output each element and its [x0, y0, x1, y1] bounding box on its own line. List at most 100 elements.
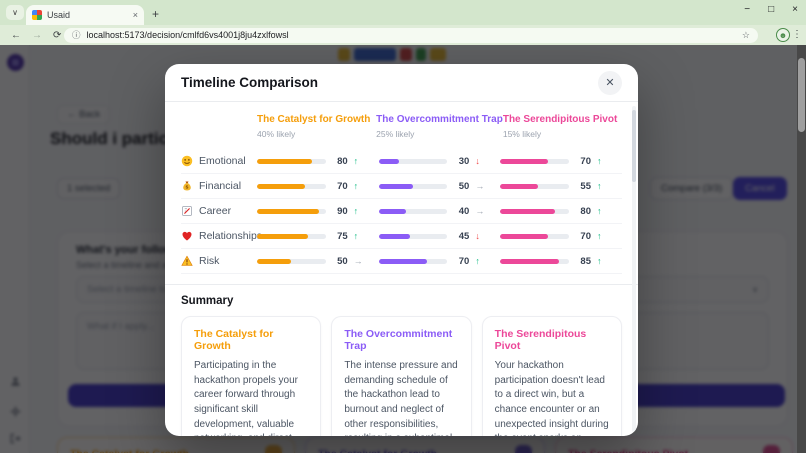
- summary-card-body: The intense pressure and demanding sched…: [344, 360, 458, 436]
- bar-fill: [500, 158, 549, 164]
- window-controls: − □ ×: [744, 4, 798, 15]
- metric-value: 80: [337, 155, 348, 167]
- bar-fill: [378, 233, 410, 239]
- bar-fill: [378, 158, 400, 164]
- trend-arrow-icon: ↑: [596, 256, 602, 266]
- metric-label: $ Financial: [181, 180, 257, 192]
- summary-card-title: The Overcommitment Trap: [344, 328, 453, 352]
- tab-close-icon[interactable]: ×: [132, 10, 138, 20]
- summary-cards: The Catalyst for Growth Participating in…: [181, 316, 622, 436]
- trend-arrow-icon: ↑: [596, 231, 602, 241]
- site-info-icon[interactable]: ⓘ: [72, 30, 81, 40]
- bar-track: [378, 258, 448, 264]
- page-scrollbar: [797, 45, 806, 453]
- bar-fill: [500, 258, 559, 264]
- svg-text:$: $: [186, 185, 189, 191]
- bar-track: [257, 158, 326, 164]
- trend-arrow-icon: ↑: [353, 206, 359, 216]
- metric-label-text: Relationships: [199, 230, 263, 242]
- metric-cell: 80 ↑: [500, 206, 622, 217]
- bookmark-star-icon[interactable]: ☆: [741, 29, 750, 40]
- modal-title: Timeline Comparison: [181, 75, 319, 90]
- smiley-icon: [181, 155, 193, 167]
- metric-row-career: Career 90 ↑ 40 → 80 ↑: [181, 199, 622, 224]
- bar-track: [500, 258, 569, 264]
- forward-icon[interactable]: →: [32, 29, 42, 41]
- trend-arrow-icon: ↓: [475, 231, 480, 241]
- page-scrollbar-thumb[interactable]: [798, 58, 805, 132]
- new-tab-button[interactable]: +: [152, 7, 160, 21]
- bar-track: [500, 208, 569, 214]
- summary-heading: Summary: [181, 295, 234, 307]
- trend-arrow-icon: ↑: [596, 206, 602, 216]
- minimize-icon[interactable]: −: [744, 4, 751, 15]
- tab-search-chevron-icon[interactable]: ∨: [6, 5, 24, 20]
- column-title: The Overcommitment Trap: [376, 114, 503, 125]
- trend-arrow-icon: ↑: [353, 156, 359, 166]
- bar-fill: [257, 233, 309, 239]
- column-likelihood: 40% likely: [257, 129, 296, 139]
- bar-track: [378, 208, 448, 214]
- summary-card-title: The Catalyst for Growth: [194, 328, 274, 352]
- metric-label: Career: [181, 205, 257, 217]
- timeline-comparison-modal: Timeline Comparison ✕ The Catalyst for G…: [165, 64, 638, 436]
- metric-label: Risk: [181, 255, 257, 267]
- address-bar[interactable]: ⓘ localhost:5173/decision/cmlfd6vs4001j8…: [64, 27, 758, 43]
- bar-track: [257, 183, 326, 189]
- tab-title: Usaid: [47, 10, 71, 20]
- bar-fill: [500, 208, 556, 214]
- modal-scrollbar: [632, 106, 636, 432]
- metric-value: 45: [458, 230, 470, 242]
- back-icon[interactable]: ←: [11, 29, 21, 41]
- metric-label-text: Risk: [199, 255, 220, 267]
- metric-cell: 50 →: [257, 256, 379, 267]
- metric-label-text: Career: [199, 205, 232, 217]
- url-text: localhost:5173/decision/cmlfd6vs4001j8ju…: [86, 30, 289, 40]
- bar-fill: [257, 183, 306, 189]
- metric-cell: 70 ↑: [257, 181, 379, 192]
- metric-cell: 90 ↑: [257, 206, 379, 217]
- bar-track: [257, 258, 326, 264]
- metric-value: 40: [458, 205, 470, 217]
- bar-fill: [500, 183, 539, 189]
- metric-value: 50: [458, 180, 470, 192]
- modal-scrollbar-thumb[interactable]: [632, 110, 636, 182]
- column-header-catalyst: The Catalyst for Growth 40% likely: [257, 114, 376, 139]
- maximize-icon[interactable]: □: [768, 4, 775, 15]
- column-header-overcommitment: The Overcommitment Trap 25% likely: [376, 114, 503, 139]
- refresh-icon[interactable]: ⟳: [53, 29, 62, 41]
- metric-cell: 30 ↓: [378, 156, 501, 167]
- modal-body: The Catalyst for Growth 40% likely The O…: [165, 102, 638, 436]
- metric-value: 85: [580, 255, 591, 267]
- metric-row-emotional: Emotional 80 ↑ 30 ↓ 70 ↑: [181, 149, 622, 174]
- metric-row-relationships: Relationships 75 ↑ 45 ↓ 70 ↑: [181, 224, 622, 249]
- summary-divider: [165, 284, 638, 285]
- metric-value: 90: [337, 205, 348, 217]
- column-header-serendipitous: The Serendipitous Pivot 15% likely: [503, 114, 622, 139]
- bar-track: [500, 183, 569, 189]
- browser-menu-icon[interactable]: ⋮: [792, 29, 802, 40]
- summary-card-serendipitous: The Serendipitous Pivot Your hackathon p…: [481, 316, 622, 436]
- metric-cell: 75 ↑: [257, 231, 379, 242]
- metric-label-text: Financial: [199, 180, 242, 192]
- metric-cell: 70 ↑: [500, 156, 622, 167]
- column-title: The Serendipitous Pivot: [502, 114, 618, 125]
- metric-value: 50: [337, 255, 348, 267]
- metric-cell: 45 ↓: [378, 230, 501, 242]
- trend-arrow-icon: ↑: [475, 256, 480, 266]
- trend-arrow-icon: →: [475, 181, 485, 191]
- trend-arrow-icon: ↑: [596, 181, 602, 191]
- modal-close-button[interactable]: ✕: [598, 70, 622, 95]
- metric-value: 70: [580, 230, 591, 242]
- trend-arrow-icon: →: [475, 206, 485, 216]
- close-icon[interactable]: ×: [792, 4, 798, 15]
- profile-avatar[interactable]: ☻: [776, 28, 790, 42]
- page-viewport: ← Back Should i particiapt 1 selected Co…: [0, 45, 806, 453]
- bar-fill: [257, 208, 319, 214]
- browser-tab[interactable]: Usaid ×: [26, 5, 144, 25]
- bar-track: [257, 208, 326, 214]
- metric-value: 55: [580, 180, 591, 192]
- bar-track: [378, 183, 448, 189]
- column-likelihood: 25% likely: [376, 129, 415, 139]
